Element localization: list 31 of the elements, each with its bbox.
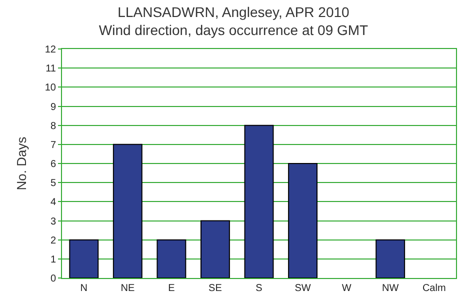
y-tick-label: 3 [50, 216, 56, 228]
x-tick-label: NW [382, 283, 400, 294]
x-tick-label: W [342, 283, 352, 294]
bar [244, 124, 274, 278]
x-tick-label: SW [294, 283, 312, 294]
y-tick-label: 1 [50, 254, 56, 266]
x-tick-label: SE [208, 283, 222, 294]
y-tick-label: 10 [44, 82, 56, 94]
y-tick-label: 12 [44, 44, 56, 56]
bar [376, 239, 406, 278]
y-tick-label: 8 [50, 120, 56, 132]
y-tick-label: 4 [50, 197, 56, 208]
y-axis-title: No. Days [14, 136, 29, 190]
chart-title: LLANSADWRN, Anglesey, APR 2010 Wind direction, days occurrence at 09 GMT [98, 4, 369, 38]
x-tick-label: S [256, 283, 263, 294]
bar [156, 239, 186, 278]
y-tick-label: 7 [50, 140, 56, 151]
bar [288, 163, 318, 278]
bar [69, 239, 99, 278]
x-tick-label: NE [120, 283, 135, 294]
bar [112, 144, 142, 278]
x-tick-label: E [168, 283, 176, 294]
y-tick-label: 6 [50, 159, 56, 170]
y-tick-label: 5 [50, 178, 56, 190]
x-tick-label: Calm [422, 283, 446, 294]
bar [200, 220, 230, 278]
y-tick-label: 0 [50, 274, 56, 284]
y-tick-label: 11 [46, 64, 56, 75]
y-tick-label: 9 [50, 102, 56, 113]
y-tick-label: 2 [50, 235, 56, 246]
x-tick-label: N [80, 283, 88, 294]
